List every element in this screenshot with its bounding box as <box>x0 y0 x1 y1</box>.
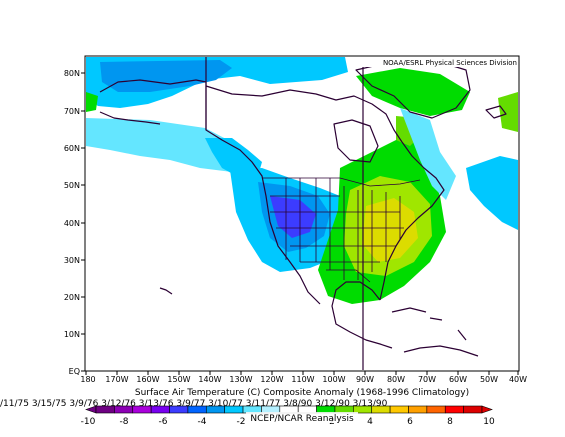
colorbar-swatch <box>279 405 299 414</box>
colorbar-swatch <box>444 405 464 414</box>
lon-label: 120W <box>260 375 283 384</box>
lon-label: 110W <box>291 375 314 384</box>
colorbar-swatch <box>389 405 409 414</box>
shading-cold-gulf-alaska <box>205 138 262 178</box>
map-panel: NOAA/ESRL Physical Sciences Division <box>81 55 520 375</box>
colorbar-arrow-high <box>481 405 493 414</box>
shading-cold-north-atlantic <box>466 156 518 230</box>
colorbar-swatch <box>353 405 373 414</box>
colorbar-swatch <box>150 405 170 414</box>
colorbar-swatch <box>371 405 391 414</box>
lon-label: 70W <box>418 375 436 384</box>
lon-label: 160W <box>136 375 159 384</box>
colorbar <box>85 405 493 414</box>
shading-warm-greenland <box>356 68 470 116</box>
colorbar-label: 4 <box>367 417 373 427</box>
colorbar-swatch <box>426 405 446 414</box>
shading-warm-west-alaska <box>86 92 98 112</box>
axis-ticks <box>81 72 519 375</box>
lon-label: 180 <box>80 375 95 384</box>
lon-label: 170W <box>105 375 128 384</box>
shading-cold-north-pacific <box>86 118 240 172</box>
credit-box <box>357 57 518 67</box>
colorbar-label: -10 <box>81 417 96 427</box>
coastlines <box>99 59 507 357</box>
colorbar-swatch <box>224 405 244 414</box>
shading-colder-bering <box>100 60 232 92</box>
shading-coldest-west <box>270 196 316 238</box>
colorbar-label: -2 <box>237 417 246 427</box>
colorbar-swatch <box>408 405 428 414</box>
lon-label: 100W <box>322 375 345 384</box>
colorbar-swatch <box>297 405 317 414</box>
lat-label: 50N <box>64 181 80 190</box>
latitude-labels: 80N 70N 60N 50N 40N 30N 20N 10N EQ <box>64 69 80 376</box>
colorbar-swatch <box>316 405 336 414</box>
lat-label: 80N <box>64 69 80 78</box>
lon-label: 40W <box>509 375 527 384</box>
credit-text: NOAA/ESRL Physical Sciences Division <box>383 59 517 67</box>
colorbar-swatch <box>114 405 134 414</box>
source-label-bg <box>246 412 358 423</box>
lon-label: 150W <box>167 375 190 384</box>
meridian-lines <box>205 57 364 370</box>
lon-label: 140W <box>198 375 221 384</box>
colorbar-swatch <box>261 405 281 414</box>
colorbar-label: -4 <box>198 417 207 427</box>
longitude-labels: 180 170W 160W 150W 140W 130W 120W 110W 1… <box>80 375 527 384</box>
colorbar-swatch <box>95 405 115 414</box>
colorbar-swatch <box>205 405 225 414</box>
lat-label: EQ <box>69 367 80 376</box>
source-label: NCEP/NCAR Reanalysis <box>250 414 354 424</box>
colorbar-label: 8 <box>447 417 453 427</box>
lat-label: 20N <box>64 293 80 302</box>
caption-title: Surface Air Temperature (C) Composite An… <box>135 388 469 398</box>
colorbar-label: -6 <box>159 417 168 427</box>
colorbar-swatch <box>334 405 354 414</box>
lon-label: 50W <box>480 375 498 384</box>
shading-cold-canada <box>400 108 456 200</box>
shading-warm-iceland <box>498 92 518 132</box>
lon-label: 90W <box>356 375 374 384</box>
lon-label: 80W <box>387 375 405 384</box>
lat-label: 40N <box>64 219 80 228</box>
lon-label: 130W <box>229 375 252 384</box>
lat-label: 10N <box>64 330 80 339</box>
lat-label: 70N <box>64 107 80 116</box>
colorbar-label: -8 <box>120 417 129 427</box>
colorbar-label: 10 <box>483 417 495 427</box>
state-borders <box>262 177 421 283</box>
colorbar-swatch <box>242 405 262 414</box>
caption-dates: /11/75 3/15/75 3/9/76 3/12/76 3/13/76 3/… <box>0 399 388 409</box>
colorbar-swatch <box>169 405 189 414</box>
lon-label: 60W <box>449 375 467 384</box>
colorbar-swatch <box>187 405 207 414</box>
colorbar-swatch <box>132 405 152 414</box>
colorbar-swatch <box>463 405 483 414</box>
lat-label: 60N <box>64 144 80 153</box>
colorbar-label: 6 <box>407 417 413 427</box>
lat-label: 30N <box>64 256 80 265</box>
anomaly-shading <box>86 57 518 304</box>
